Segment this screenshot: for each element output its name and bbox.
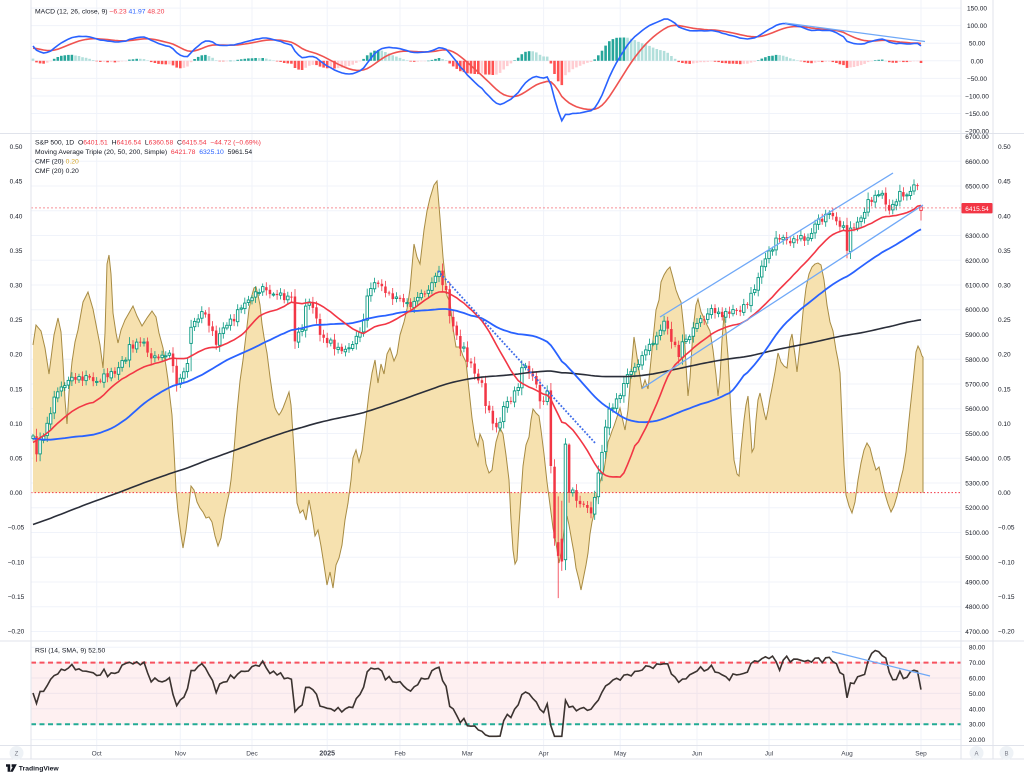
svg-text:Apr: Apr — [539, 750, 550, 757]
svg-text:0.35: 0.35 — [10, 248, 23, 255]
svg-text:Aug: Aug — [841, 750, 853, 757]
svg-text:6100.00: 6100.00 — [965, 283, 989, 290]
svg-text:RSI (14, SMA, 9) 52.50: RSI (14, SMA, 9) 52.50 — [35, 648, 105, 655]
svg-text:5100.00: 5100.00 — [965, 530, 989, 537]
svg-text:−0.10: −0.10 — [998, 559, 1015, 566]
svg-text:5500.00: 5500.00 — [965, 431, 989, 438]
svg-text:Jun: Jun — [692, 750, 703, 757]
svg-text:40.00: 40.00 — [969, 706, 986, 713]
svg-text:5900.00: 5900.00 — [965, 332, 989, 339]
svg-text:−0.20: −0.20 — [8, 629, 25, 636]
svg-text:0.50: 0.50 — [998, 144, 1011, 151]
svg-text:0.40: 0.40 — [10, 213, 23, 220]
svg-text:5300.00: 5300.00 — [965, 481, 989, 488]
svg-text:5000.00: 5000.00 — [965, 555, 989, 562]
svg-text:0.30: 0.30 — [998, 283, 1011, 290]
svg-text:5400.00: 5400.00 — [965, 456, 989, 463]
svg-text:20.00: 20.00 — [969, 737, 986, 744]
svg-text:Feb: Feb — [394, 750, 406, 757]
svg-text:0.00: 0.00 — [998, 490, 1011, 497]
svg-text:4900.00: 4900.00 — [965, 580, 989, 587]
svg-text:0.10: 0.10 — [10, 421, 23, 428]
svg-text:50.00: 50.00 — [969, 41, 986, 48]
svg-text:6500.00: 6500.00 — [965, 184, 989, 191]
svg-text:0.30: 0.30 — [10, 283, 23, 290]
svg-text:6415.54: 6415.54 — [965, 206, 989, 213]
svg-text:0.45: 0.45 — [10, 179, 23, 186]
svg-text:0.25: 0.25 — [10, 317, 23, 324]
svg-text:−0.15: −0.15 — [8, 594, 25, 601]
svg-text:B: B — [1004, 751, 1008, 757]
svg-text:MACD (12, 26, close, 9) −6.23: MACD (12, 26, close, 9) −6.23 41.97 48.2… — [35, 9, 165, 16]
svg-text:6200.00: 6200.00 — [965, 258, 989, 265]
svg-text:TradingView: TradingView — [19, 766, 60, 773]
svg-text:May: May — [614, 750, 627, 757]
svg-text:50.00: 50.00 — [969, 691, 986, 698]
svg-text:Moving Average Triple (20, 50,: Moving Average Triple (20, 50, 200, Simp… — [35, 149, 252, 156]
svg-text:0.15: 0.15 — [998, 386, 1011, 393]
svg-text:2025: 2025 — [319, 750, 335, 757]
svg-text:0.00: 0.00 — [971, 58, 984, 65]
svg-text:0.05: 0.05 — [998, 456, 1011, 463]
svg-text:0.25: 0.25 — [998, 317, 1011, 324]
svg-text:−200.00: −200.00 — [965, 129, 989, 136]
svg-text:4800.00: 4800.00 — [965, 604, 989, 611]
svg-text:6700.00: 6700.00 — [965, 134, 989, 141]
svg-text:0.50: 0.50 — [10, 144, 23, 151]
svg-text:0.20: 0.20 — [10, 352, 23, 359]
svg-text:5200.00: 5200.00 — [965, 505, 989, 512]
svg-text:Mar: Mar — [462, 750, 474, 757]
svg-text:−0.10: −0.10 — [8, 559, 25, 566]
svg-text:−100.00: −100.00 — [965, 94, 989, 101]
svg-text:0.35: 0.35 — [998, 248, 1011, 255]
svg-text:0.20: 0.20 — [998, 352, 1011, 359]
svg-text:5600.00: 5600.00 — [965, 406, 989, 413]
svg-text:Sep: Sep — [915, 750, 927, 757]
svg-text:Dec: Dec — [246, 750, 258, 757]
svg-text:5700.00: 5700.00 — [965, 382, 989, 389]
svg-text:Oct: Oct — [92, 750, 102, 757]
svg-text:0.10: 0.10 — [998, 421, 1011, 428]
svg-text:Jul: Jul — [765, 750, 774, 757]
svg-text:0.05: 0.05 — [10, 456, 23, 463]
svg-text:−0.05: −0.05 — [8, 525, 25, 532]
svg-text:100.00: 100.00 — [967, 23, 987, 30]
svg-text:−150.00: −150.00 — [965, 111, 989, 118]
svg-text:150.00: 150.00 — [967, 6, 987, 13]
svg-text:−0.20: −0.20 — [998, 629, 1015, 636]
svg-text:Nov: Nov — [175, 750, 187, 757]
svg-text:A: A — [974, 751, 978, 757]
svg-text:60.00: 60.00 — [969, 676, 986, 683]
svg-text:0.00: 0.00 — [10, 490, 23, 497]
svg-text:0.40: 0.40 — [998, 213, 1011, 220]
svg-text:30.00: 30.00 — [969, 722, 986, 729]
svg-text:80.00: 80.00 — [969, 645, 986, 652]
svg-text:0.15: 0.15 — [10, 386, 23, 393]
svg-text:Z: Z — [15, 751, 19, 757]
svg-text:0.45: 0.45 — [998, 179, 1011, 186]
svg-text:S&P 500, 1D O6401.51 H6416.5: S&P 500, 1D O6401.51 H6416.54 L6360.58 C… — [35, 140, 261, 147]
svg-text:CMF (20) 0.20: CMF (20) 0.20 — [35, 168, 79, 175]
svg-text:70.00: 70.00 — [969, 660, 986, 667]
svg-text:6000.00: 6000.00 — [965, 307, 989, 314]
svg-text:6600.00: 6600.00 — [965, 159, 989, 166]
svg-text:−0.15: −0.15 — [998, 594, 1015, 601]
svg-text:CMF (20) 0.20: CMF (20) 0.20 — [35, 159, 79, 166]
svg-text:−0.05: −0.05 — [998, 525, 1015, 532]
svg-text:4700.00: 4700.00 — [965, 629, 989, 636]
svg-text:6300.00: 6300.00 — [965, 233, 989, 240]
svg-text:5800.00: 5800.00 — [965, 357, 989, 364]
svg-text:−50.00: −50.00 — [967, 76, 987, 83]
